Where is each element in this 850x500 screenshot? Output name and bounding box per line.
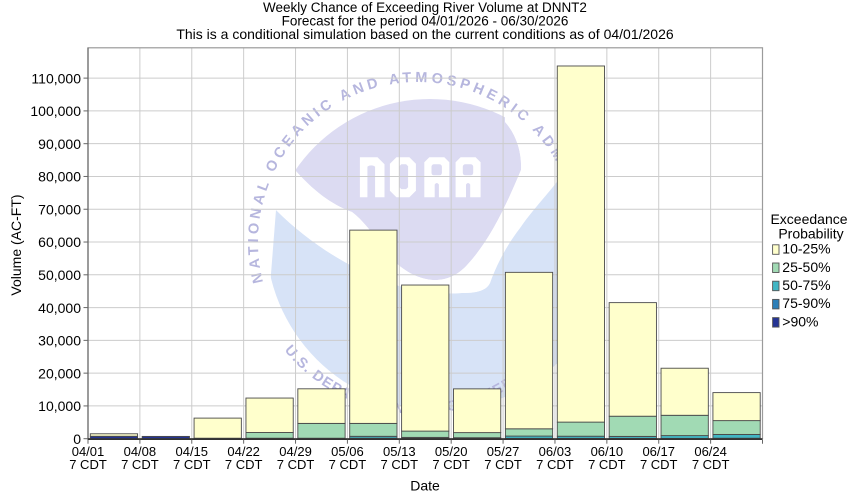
- svg-text:7 CDT: 7 CDT: [640, 457, 678, 472]
- svg-text:7 CDT: 7 CDT: [121, 457, 159, 472]
- svg-text:110,000: 110,000: [31, 70, 81, 86]
- svg-text:05/27: 05/27: [487, 444, 520, 459]
- svg-text:7 CDT: 7 CDT: [329, 457, 367, 472]
- svg-text:04/22: 04/22: [227, 444, 260, 459]
- svg-text:Probability: Probability: [778, 226, 843, 242]
- svg-text:75-90%: 75-90%: [782, 295, 830, 311]
- svg-text:10,000: 10,000: [38, 398, 81, 414]
- svg-text:Weekly Chance of Exceeding Riv: Weekly Chance of Exceeding River Volume …: [263, 0, 587, 15]
- svg-text:50-75%: 50-75%: [782, 277, 830, 293]
- svg-text:10-25%: 10-25%: [782, 241, 830, 257]
- svg-text:20,000: 20,000: [38, 365, 81, 381]
- svg-text:90,000: 90,000: [38, 136, 81, 152]
- svg-text:04/08: 04/08: [124, 444, 157, 459]
- svg-text:70,000: 70,000: [38, 201, 81, 217]
- svg-text:04/29: 04/29: [279, 444, 312, 459]
- svg-text:04/01: 04/01: [72, 444, 105, 459]
- svg-text:50,000: 50,000: [38, 267, 81, 283]
- svg-text:30,000: 30,000: [38, 333, 81, 349]
- svg-text:7 CDT: 7 CDT: [69, 457, 107, 472]
- svg-text:Volume (AC-FT): Volume (AC-FT): [8, 194, 24, 295]
- svg-text:This is a conditional simulati: This is a conditional simulation based o…: [176, 26, 674, 42]
- svg-text:Forecast for the period 04/01/: Forecast for the period 04/01/2026 - 06/…: [282, 14, 569, 29]
- svg-text:7 CDT: 7 CDT: [432, 457, 470, 472]
- svg-text:7 CDT: 7 CDT: [225, 457, 263, 472]
- svg-text:7 CDT: 7 CDT: [588, 457, 626, 472]
- svg-text:Date: Date: [410, 478, 440, 494]
- svg-text:40,000: 40,000: [38, 300, 81, 316]
- svg-text:06/03: 06/03: [539, 444, 572, 459]
- svg-text:7 CDT: 7 CDT: [536, 457, 574, 472]
- svg-text:60,000: 60,000: [38, 234, 81, 250]
- svg-text:7 CDT: 7 CDT: [277, 457, 315, 472]
- svg-text:>90%: >90%: [782, 313, 818, 329]
- svg-text:7 CDT: 7 CDT: [381, 457, 419, 472]
- svg-text:25-50%: 25-50%: [782, 259, 830, 275]
- svg-text:05/20: 05/20: [435, 444, 468, 459]
- svg-text:05/13: 05/13: [383, 444, 416, 459]
- svg-text:7 CDT: 7 CDT: [173, 457, 211, 472]
- svg-text:7 CDT: 7 CDT: [692, 457, 730, 472]
- svg-text:Exceedance: Exceedance: [770, 211, 847, 227]
- svg-text:7 CDT: 7 CDT: [484, 457, 522, 472]
- svg-text:05/06: 05/06: [331, 444, 364, 459]
- svg-text:80,000: 80,000: [38, 169, 81, 185]
- svg-text:100,000: 100,000: [30, 103, 81, 119]
- svg-text:06/24: 06/24: [694, 444, 727, 459]
- svg-text:06/17: 06/17: [642, 444, 675, 459]
- svg-text:04/15: 04/15: [175, 444, 208, 459]
- svg-text:06/10: 06/10: [591, 444, 624, 459]
- svg-text:0: 0: [73, 431, 81, 447]
